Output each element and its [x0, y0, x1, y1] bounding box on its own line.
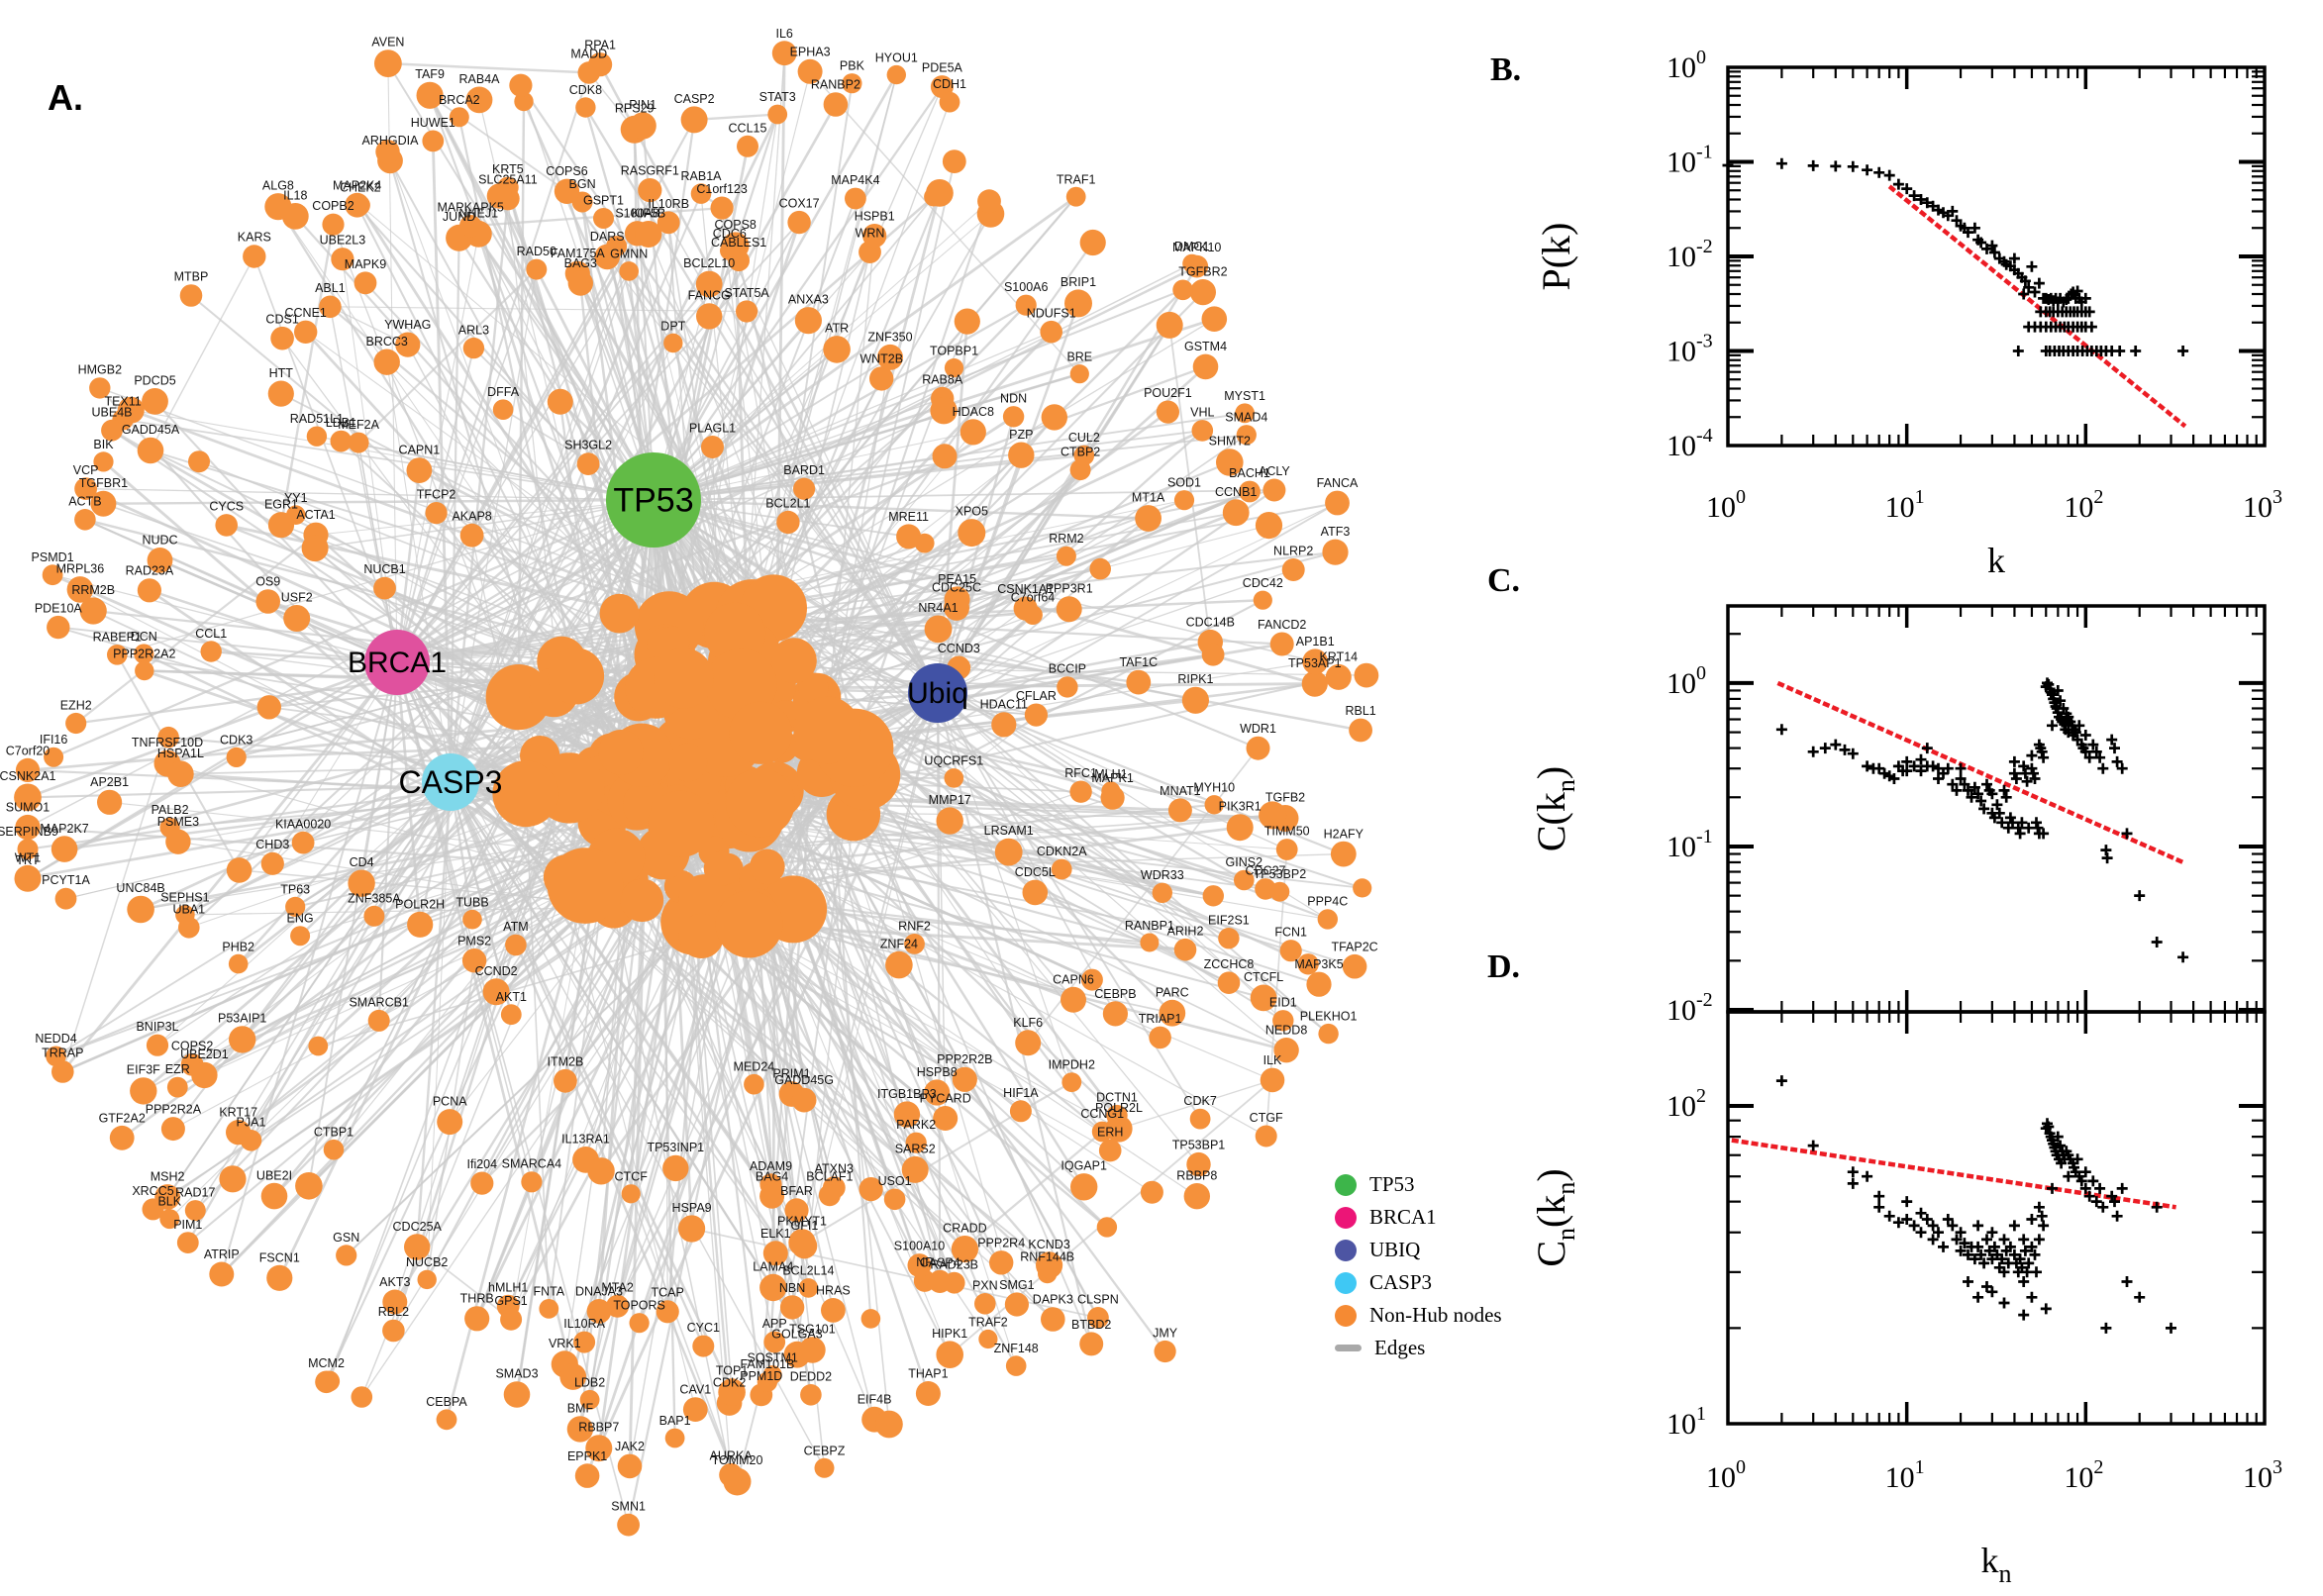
svg-text:10-2: 10-2: [1666, 989, 1713, 1027]
svg-text:10-4: 10-4: [1666, 425, 1713, 462]
svg-text:102: 102: [2064, 1456, 2103, 1494]
axis-ticks: [1728, 1012, 2265, 1424]
tick-labels: 100 10-1 10-2 10-3 10-4 100 101 102 103: [1666, 47, 2282, 524]
svg-text:102: 102: [2064, 486, 2103, 524]
legend-label: CASP3: [1369, 1270, 1433, 1294]
svg-text:101: 101: [1885, 1456, 1925, 1494]
svg-text:100: 100: [1666, 47, 1706, 84]
svg-text:103: 103: [2243, 1456, 2282, 1494]
legend-item-casp3: CASP3: [1335, 1269, 1502, 1296]
hub-node-brca1: [364, 630, 430, 695]
y-axis-title: P(k): [1534, 223, 1578, 291]
fit-line: [1731, 1138, 2176, 1210]
legend-color-dot: [1335, 1206, 1357, 1229]
svg-text:100: 100: [1666, 662, 1706, 700]
panel-b-plot: 100 10-1 10-2 10-3 10-4 100 101 102 103 P(k) k: [1534, 47, 2282, 580]
svg-text:100: 100: [1706, 1456, 1746, 1494]
scatter-points: [1722, 157, 2189, 356]
legend-item-tp53: TP53: [1335, 1171, 1502, 1198]
axis-frame: [1726, 65, 2267, 448]
scatter-points: [1775, 1075, 2176, 1334]
legend-color-dot: [1335, 1239, 1357, 1261]
legend-item-brca1: BRCA1: [1335, 1204, 1502, 1231]
panel-c-label: C.: [1487, 562, 1521, 599]
hub-node-casp3: [422, 753, 479, 811]
svg-text:103: 103: [2243, 486, 2282, 524]
axis-ticks: [1728, 67, 2265, 446]
tick-labels: 100 10-1 10-2: [1666, 662, 1713, 1027]
legend-label: Edges: [1374, 1336, 1426, 1359]
legend-label: Non-Hub nodes: [1369, 1303, 1502, 1327]
legend-edge-swatch: [1335, 1345, 1362, 1351]
legend-color-dot: [1335, 1173, 1357, 1196]
hub-node-ubiq: [908, 663, 967, 723]
svg-text:100: 100: [1706, 486, 1746, 524]
network-nodes: [14, 41, 1379, 1537]
hub-label-tp53: TP53: [613, 482, 693, 520]
fit-line: [1776, 680, 2184, 865]
x-axis-title: k: [1987, 541, 2005, 580]
y-axis-title: Cn(kn): [1529, 1168, 1580, 1266]
legend-color-dot: [1335, 1271, 1357, 1294]
hub-label-brca1: BRCA1: [348, 647, 447, 679]
svg-text:10-2: 10-2: [1666, 236, 1713, 273]
panel-b-label: B.: [1490, 51, 1522, 88]
network-gene-labels: TCAPSMG1TP53INP1P53AIP1NHEJ1PLAGL1H2AFYZ…: [0, 27, 1378, 1514]
svg-text:102: 102: [1666, 1085, 1706, 1123]
network-hub-nodes: TP53 BRCA1 Ubiq CASP3: [348, 452, 968, 811]
network-legend: TP53 BRCA1 UBIQ CASP3 Non-Hub nodes Edges: [1335, 1171, 1502, 1361]
svg-text:101: 101: [1885, 486, 1925, 524]
legend-label: TP53: [1369, 1172, 1415, 1196]
x-axis-title: kn: [1981, 1541, 2012, 1588]
hub-label-casp3: CASP3: [399, 764, 503, 800]
panel-c-plot: 100 10-1 10-2 C(kn): [1529, 604, 2267, 1027]
svg-text:10-1: 10-1: [1666, 826, 1713, 863]
hub-label-ubiq: Ubiq: [907, 677, 968, 710]
fit-line: [1887, 184, 2187, 429]
panel-d-label: D.: [1487, 948, 1521, 985]
legend-item-non-hub-nodes: Non-Hub nodes: [1335, 1302, 1502, 1329]
network-panel: TP53 BRCA1 Ubiq CASP3TCAPSMG1TP53INP1P53AIP…: [0, 27, 1379, 1537]
y-axis-title: C(kn): [1529, 766, 1580, 851]
panel-a-label: A.: [48, 77, 83, 118]
hub-node-tp53: [606, 452, 701, 548]
legend-color-dot: [1335, 1304, 1357, 1327]
legend-item-edges: Edges: [1335, 1335, 1502, 1361]
legend-item-ubiq: UBIQ: [1335, 1237, 1502, 1263]
svg-text:10-1: 10-1: [1666, 142, 1713, 179]
legend-label: BRCA1: [1369, 1205, 1437, 1229]
scatter-points: [1775, 677, 2189, 963]
legend-label: UBIQ: [1369, 1238, 1421, 1261]
axis-ticks: [1728, 606, 2265, 1013]
axis-frame: [1726, 1010, 2267, 1426]
svg-text:101: 101: [1666, 1403, 1706, 1441]
svg-text:10-3: 10-3: [1666, 331, 1713, 368]
